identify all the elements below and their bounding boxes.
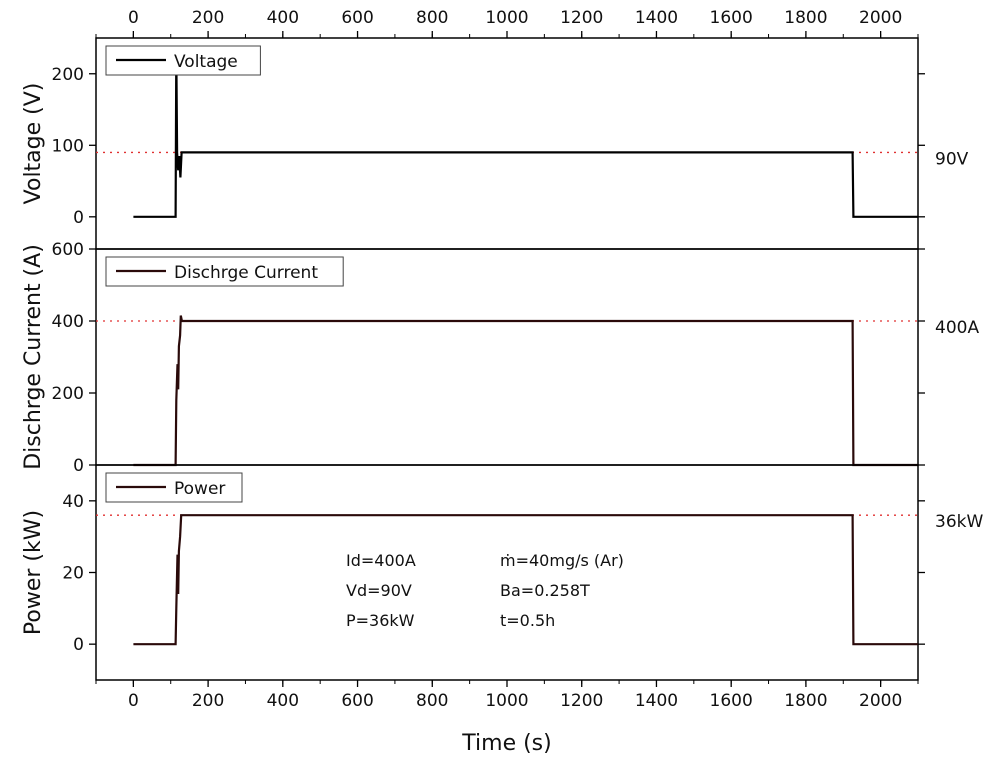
y-tick-label: 0 — [73, 208, 84, 228]
series-line-power — [133, 514, 918, 646]
x-tick-label: 800 — [416, 691, 448, 711]
bottom-axis: 0 200 400 600 800 1000 1200 1400 1600 1800 2000 — [95, 680, 919, 711]
x-tick-label: 1600 — [710, 691, 753, 711]
x-tick-label: 1200 — [560, 691, 603, 711]
legend-current: Dischrge Current — [105, 256, 344, 287]
panel-power: 0 20 40 Power (kW) 36kW Power Id=400A Vd=90V P=3… — [21, 464, 983, 681]
x-tick-label: 0 — [128, 691, 139, 711]
top-x-tick-label: 0 — [128, 8, 139, 28]
top-axis: 0 200 400 600 800 1000 1200 1400 1600 1800 2000 — [95, 8, 919, 38]
annotation-text: Vd=90V — [346, 581, 412, 600]
x-tick-label: 600 — [341, 691, 373, 711]
top-x-tick-label: 200 — [192, 8, 224, 28]
y-tick-label: 0 — [73, 456, 84, 476]
y-tick-label: 100 — [52, 136, 84, 156]
panel-current: 0 200 400 600 Dischrge Current (A) 400A Dischr… — [21, 240, 979, 476]
annotation-text: t=0.5h — [500, 611, 555, 630]
reference-label: 90V — [935, 149, 969, 169]
y-tick-label: 400 — [52, 312, 84, 332]
x-tick-label: 1000 — [485, 691, 528, 711]
y-axis-title: Power (kW) — [21, 510, 46, 635]
y-axis-title: Dischrge Current (A) — [21, 244, 46, 470]
y-tick-label: 600 — [52, 240, 84, 260]
y-tick-label: 20 — [62, 564, 84, 584]
x-tick-label: 1800 — [784, 691, 827, 711]
legend-label: Power — [174, 479, 225, 499]
legend-power: Power — [105, 472, 243, 503]
annotation-text: Ba=0.258T — [500, 581, 590, 600]
y-tick-label: 200 — [52, 65, 84, 85]
y-tick-label: 40 — [62, 492, 84, 512]
top-x-tick-label: 600 — [341, 8, 373, 28]
top-x-tick-label: 1200 — [560, 8, 603, 28]
x-tick-label: 200 — [192, 691, 224, 711]
series-line-voltage — [133, 52, 918, 218]
reference-label: 400A — [935, 318, 979, 338]
annotation-text: ṁ=40mg/s (Ar) — [500, 551, 624, 570]
top-x-tick-label: 2000 — [859, 8, 902, 28]
y-tick-label: 0 — [73, 635, 84, 655]
annotation-text: P=36kW — [346, 611, 415, 630]
top-x-tick-label: 1800 — [784, 8, 827, 28]
top-x-tick-label: 1000 — [485, 8, 528, 28]
y-tick-label: 200 — [52, 384, 84, 404]
legend-voltage: Voltage — [105, 45, 261, 76]
top-x-tick-label: 1400 — [635, 8, 678, 28]
x-tick-label: 1400 — [635, 691, 678, 711]
annotation-text: Id=400A — [346, 551, 416, 570]
top-x-tick-label: 400 — [267, 8, 299, 28]
x-tick-label: 400 — [267, 691, 299, 711]
panel-voltage: 0 100 200 Voltage (V) 90V Voltage — [21, 37, 969, 250]
legend-label: Voltage — [174, 52, 238, 72]
series-line-current — [133, 315, 918, 467]
top-x-tick-label: 1600 — [710, 8, 753, 28]
reference-label: 36kW — [935, 512, 983, 532]
y-axis-title: Voltage (V) — [21, 83, 46, 205]
x-tick-label: 2000 — [859, 691, 902, 711]
x-axis-title: Time (s) — [461, 731, 551, 756]
top-x-tick-label: 800 — [416, 8, 448, 28]
legend-label: Dischrge Current — [174, 263, 318, 283]
